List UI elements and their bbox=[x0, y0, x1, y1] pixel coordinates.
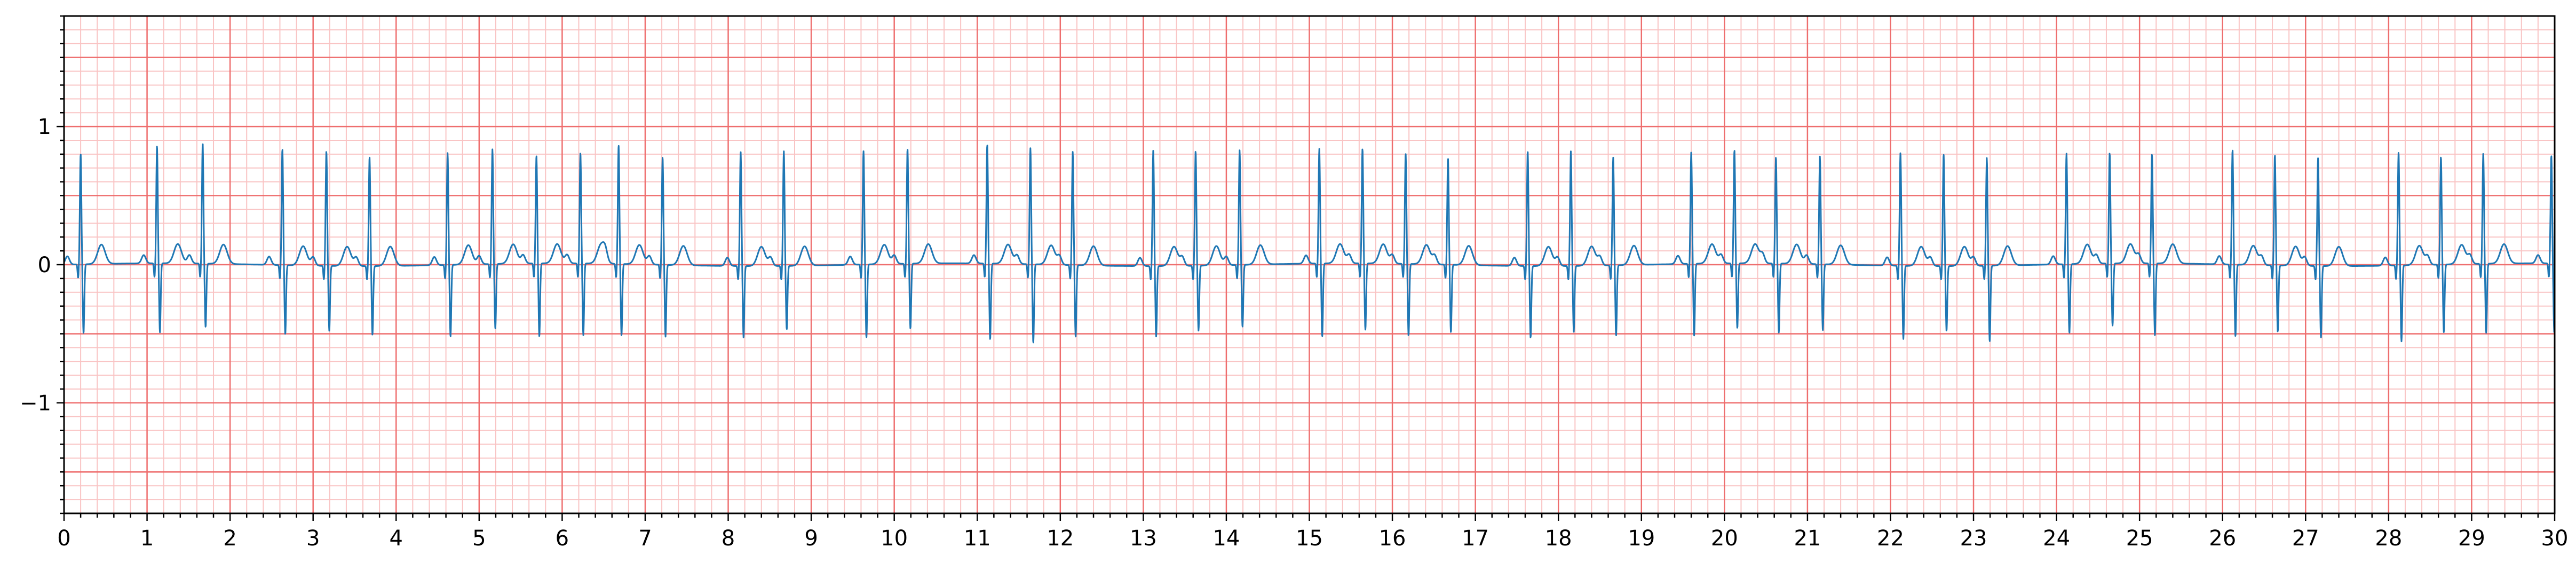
x-axis: 0 1 2 3 4 5 6 7 8 9 10 11 12 13 14 15 16 17 18 19 20 21 22 23 24… bbox=[57, 513, 2568, 551]
x-tick-label: 21 bbox=[1794, 526, 1821, 551]
x-tick-label: 23 bbox=[1960, 526, 1987, 551]
x-tick-label: 22 bbox=[1877, 526, 1904, 551]
x-tick-label: 19 bbox=[1628, 526, 1655, 551]
y-axis: 1 0 −1 bbox=[20, 15, 64, 514]
x-tick-label: 13 bbox=[1130, 526, 1157, 551]
x-tick-label: 27 bbox=[2292, 526, 2319, 551]
x-tick-label: 30 bbox=[2541, 526, 2569, 551]
x-tick-label: 29 bbox=[2458, 526, 2485, 551]
x-tick-label: 28 bbox=[2375, 526, 2402, 551]
x-tick-label: 11 bbox=[964, 526, 991, 551]
x-tick-label: 24 bbox=[2043, 526, 2070, 551]
x-tick-label: 3 bbox=[306, 526, 320, 551]
x-tick-label: 18 bbox=[1545, 526, 1572, 551]
x-tick-label: 10 bbox=[881, 526, 908, 551]
x-tick-label: 7 bbox=[638, 526, 652, 551]
x-tick-label: 15 bbox=[1296, 526, 1323, 551]
y-tick-label: −1 bbox=[20, 391, 51, 416]
ecg-trace bbox=[63, 143, 2556, 344]
x-tick-label: 0 bbox=[57, 526, 70, 551]
x-tick-label: 17 bbox=[1462, 526, 1489, 551]
x-tick-label: 6 bbox=[556, 526, 569, 551]
x-tick-label: 16 bbox=[1379, 526, 1406, 551]
major-grid bbox=[63, 16, 2556, 513]
x-tick-label: 2 bbox=[223, 526, 236, 551]
y-tick-label: 0 bbox=[38, 253, 51, 277]
x-tick-label: 25 bbox=[2126, 526, 2153, 551]
y-tick-label: 1 bbox=[38, 115, 51, 139]
x-tick-label: 8 bbox=[722, 526, 735, 551]
x-tick-label: 9 bbox=[804, 526, 818, 551]
x-tick-label: 1 bbox=[140, 526, 154, 551]
x-tick-label: 26 bbox=[2209, 526, 2236, 551]
x-tick-label: 12 bbox=[1047, 526, 1074, 551]
x-tick-label: 4 bbox=[390, 526, 403, 551]
x-tick-label: 20 bbox=[1711, 526, 1738, 551]
x-tick-label: 5 bbox=[472, 526, 486, 551]
x-tick-label: 14 bbox=[1212, 526, 1240, 551]
